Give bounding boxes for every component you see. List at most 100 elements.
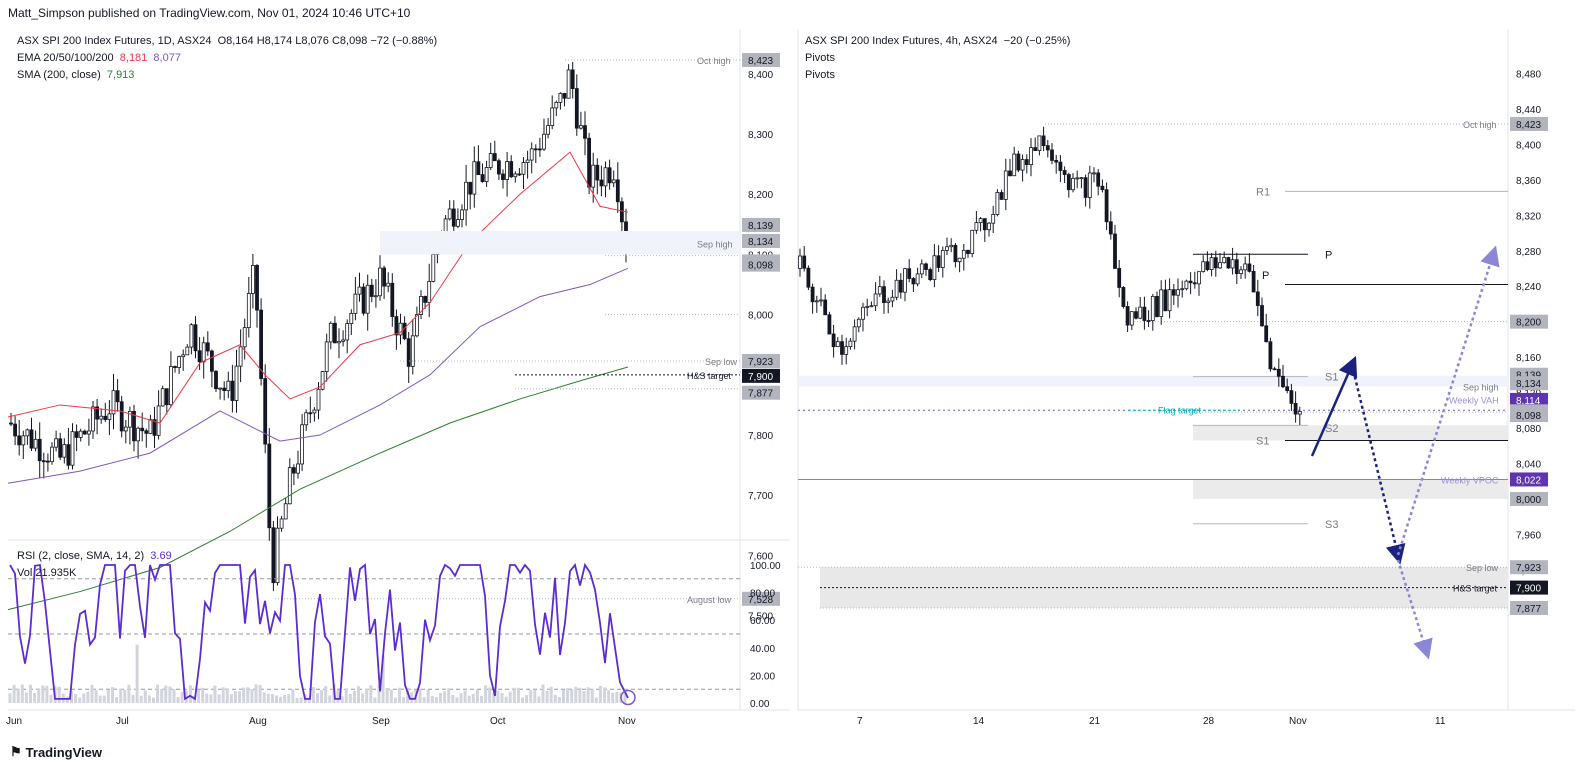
right-x-tick: 28 (1203, 716, 1215, 727)
candle-body (209, 350, 214, 372)
volume-bar (439, 692, 442, 703)
left-price-label-text: 7,528 (748, 595, 773, 606)
candle-body (447, 208, 452, 220)
candle-body (814, 300, 819, 303)
volume-bar (590, 689, 594, 703)
candle-body (17, 435, 22, 446)
candle-body (1125, 306, 1130, 326)
volume-bar (410, 692, 414, 703)
left-price-tick: 8,000 (748, 311, 773, 322)
rsi-label: RSI (2, close, SMA, 14, 2) (17, 550, 145, 562)
candle-body (886, 300, 891, 303)
volume-bar (86, 691, 90, 703)
volume-bar (426, 689, 430, 703)
candle-body (1138, 306, 1143, 319)
candle-body (1041, 135, 1046, 147)
candle-body (1209, 257, 1214, 271)
candle-body (259, 309, 264, 379)
volume-bar (307, 697, 311, 703)
candle-body (554, 101, 559, 109)
volume-bar (434, 697, 438, 703)
s1-label: S1 (1256, 435, 1269, 447)
candle-body (1129, 311, 1134, 326)
candle-body (156, 405, 161, 436)
candle-body (148, 419, 153, 434)
candle-body (214, 370, 218, 390)
candle-body (1163, 289, 1168, 312)
candle-body (919, 263, 924, 275)
volume-bar (217, 694, 221, 703)
candle-body (267, 443, 272, 529)
candle-body (1226, 257, 1231, 269)
candle-body (296, 463, 300, 474)
candle-body (1054, 160, 1059, 163)
volume-bar (156, 684, 160, 703)
sep-high-label: Sep high (697, 239, 733, 249)
volume-bar (615, 692, 619, 703)
volume-bar (254, 684, 258, 703)
candle-body (91, 406, 95, 432)
left-price-tick: 8,400 (748, 70, 773, 81)
publisher-header: Matt_Simpson published on TradingView.co… (8, 6, 411, 20)
candle-body (423, 296, 428, 303)
volume-bar (451, 694, 455, 703)
weekly-vah-label: Weekly VAH (1449, 396, 1499, 406)
right-price-label-box (1510, 392, 1548, 407)
candle-body (1297, 411, 1302, 415)
candle-body (378, 267, 382, 297)
candle-body (1003, 170, 1008, 200)
left-price-label-box (742, 233, 780, 248)
left-price-tick: 7,800 (748, 431, 773, 442)
candle-body (291, 467, 296, 474)
candle-body (513, 173, 518, 178)
candle-body (492, 153, 497, 162)
right-price-label-text: 8,022 (1516, 475, 1541, 486)
volume-bar (385, 687, 389, 703)
candle-body (1239, 269, 1243, 275)
candle-body (144, 430, 149, 434)
candle-body (427, 281, 432, 303)
tradingview-logo[interactable]: ⚑ TradingView (10, 744, 102, 760)
right-price-label-box (1510, 376, 1548, 391)
candle-body (595, 164, 600, 181)
volume-bar (70, 690, 73, 703)
sep-low-label-right: Sep low (1466, 563, 1499, 573)
candle-body (1108, 221, 1113, 235)
volume-bar (262, 692, 266, 703)
candle-body (1272, 368, 1277, 371)
left-price-tick: 8,300 (748, 130, 773, 141)
volume-bar (516, 687, 520, 703)
candle-body (21, 435, 26, 446)
volume-bar (102, 695, 106, 703)
candle-body (798, 255, 802, 269)
candle-body (95, 406, 99, 420)
pivot-label-2: P (1262, 270, 1269, 282)
volume-bar (430, 696, 434, 703)
candle-body (312, 409, 317, 414)
candle-body (74, 431, 79, 438)
volume-bar (508, 691, 512, 703)
right-price-label-text: 8,000 (1516, 495, 1541, 506)
s1-label-weekly: S1 (1325, 372, 1338, 384)
right-price-label-box (1510, 117, 1548, 131)
candle-body (29, 429, 34, 449)
volume-bar (492, 693, 496, 703)
flag-target-label: Flag target (1158, 405, 1202, 415)
volume-bar (484, 685, 488, 703)
volume-bar (447, 688, 451, 703)
sma-label: SMA (200, close) (17, 69, 101, 81)
volume-bar (463, 690, 467, 703)
volume-bar (402, 697, 406, 703)
candle-body (848, 340, 853, 348)
candle-body (189, 324, 194, 348)
sma-value: 7,913 (106, 69, 135, 81)
projection-arrow-down-alt (1396, 559, 1433, 660)
candle-body (1260, 305, 1264, 327)
candle-body (357, 286, 362, 295)
pivots-label-1: Pivots (805, 52, 835, 64)
volume-bar (389, 689, 393, 703)
candle-body (99, 415, 104, 420)
candle-body (1079, 177, 1084, 180)
volume-bars (8, 644, 627, 703)
